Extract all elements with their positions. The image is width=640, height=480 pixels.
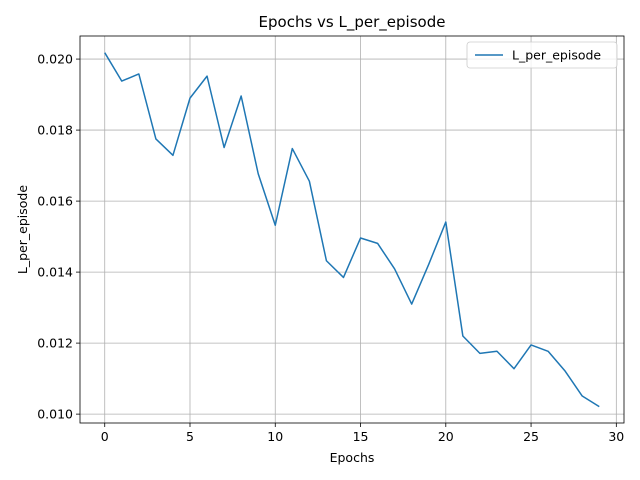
y-tick-label: 0.020 <box>37 52 73 67</box>
x-tick-label: 5 <box>186 429 194 444</box>
x-tick-label: 10 <box>267 429 283 444</box>
x-tick-label: 0 <box>101 429 109 444</box>
y-tick-label: 0.012 <box>37 336 73 351</box>
x-tick-label: 25 <box>523 429 539 444</box>
series-line <box>104 52 600 408</box>
legend-box <box>466 41 618 69</box>
x-axis-title: Epochs <box>330 450 375 465</box>
x-axis-ticks: 0 5 10 15 20 25 30 <box>101 423 624 444</box>
x-tick-label: 30 <box>608 429 624 444</box>
y-tick-label: 0.016 <box>37 194 73 209</box>
plot-frame <box>79 35 625 424</box>
y-axis-ticks: 0.010 0.012 0.014 0.016 0.018 0.020 <box>37 52 80 422</box>
y-tick-label: 0.018 <box>37 123 73 138</box>
y-tick-label: 0.014 <box>37 265 73 280</box>
y-tick-label: 0.010 <box>37 407 73 422</box>
chart-title: Epochs vs L_per_episode <box>259 13 446 32</box>
y-axis-title: L_per_episode <box>15 185 30 274</box>
x-tick-label: 20 <box>438 429 454 444</box>
legend-label: L_per_episode <box>512 48 601 63</box>
series-layer <box>104 52 600 408</box>
legend: L_per_episode <box>466 41 618 69</box>
grid <box>80 36 624 423</box>
x-tick-label: 15 <box>353 429 369 444</box>
